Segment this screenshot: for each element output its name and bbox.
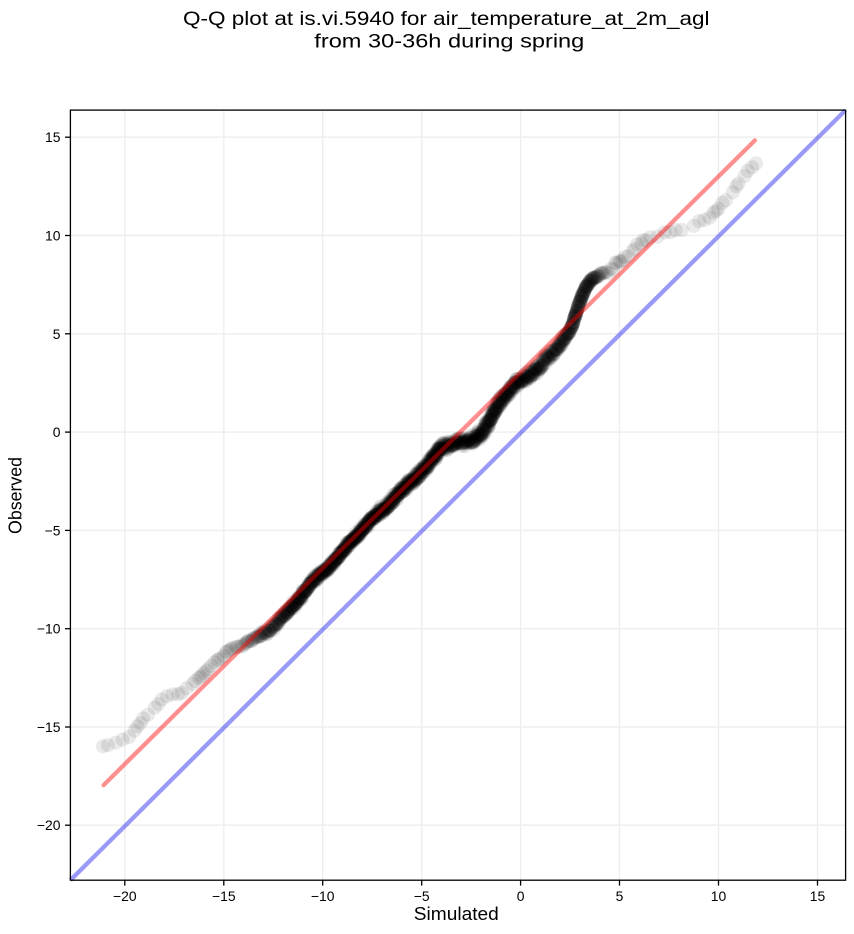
svg-text:−15: −15 [212,888,236,904]
svg-text:15: 15 [45,129,61,145]
svg-text:Simulated: Simulated [414,904,499,924]
svg-text:0: 0 [53,424,61,440]
svg-text:Q-Q plot at is.vi.5940 for air: Q-Q plot at is.vi.5940 for air_temperatu… [183,8,710,30]
svg-text:Observed: Observed [6,457,26,534]
svg-text:5: 5 [616,888,624,904]
svg-text:−5: −5 [414,888,430,904]
svg-text:−10: −10 [311,888,335,904]
svg-text:from 30-36h during spring: from 30-36h during spring [314,31,584,53]
svg-text:−5: −5 [45,522,61,538]
svg-text:15: 15 [810,888,826,904]
svg-text:−20: −20 [37,817,61,833]
svg-text:0: 0 [517,888,525,904]
svg-text:10: 10 [45,228,61,244]
svg-text:−15: −15 [37,719,61,735]
svg-text:10: 10 [711,888,727,904]
svg-text:5: 5 [53,326,61,342]
svg-text:−10: −10 [37,621,61,637]
svg-text:−20: −20 [113,888,137,904]
